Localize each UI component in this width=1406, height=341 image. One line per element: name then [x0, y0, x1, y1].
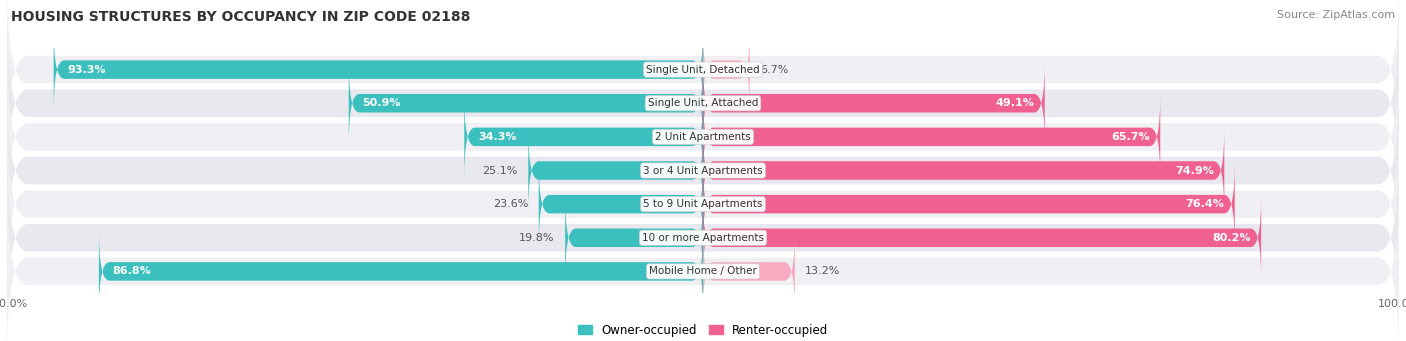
Text: Source: ZipAtlas.com: Source: ZipAtlas.com	[1277, 10, 1395, 20]
Text: 93.3%: 93.3%	[67, 64, 105, 75]
FancyBboxPatch shape	[703, 163, 1234, 245]
FancyBboxPatch shape	[7, 0, 1399, 157]
Text: Mobile Home / Other: Mobile Home / Other	[650, 266, 756, 277]
FancyBboxPatch shape	[703, 96, 1160, 178]
FancyBboxPatch shape	[565, 196, 703, 279]
Text: 34.3%: 34.3%	[478, 132, 516, 142]
FancyBboxPatch shape	[703, 28, 749, 111]
FancyBboxPatch shape	[538, 163, 703, 245]
Text: 65.7%: 65.7%	[1111, 132, 1150, 142]
Text: 49.1%: 49.1%	[995, 98, 1035, 108]
Text: 5 to 9 Unit Apartments: 5 to 9 Unit Apartments	[644, 199, 762, 209]
Text: 25.1%: 25.1%	[482, 165, 517, 176]
Text: 86.8%: 86.8%	[112, 266, 152, 277]
Text: 13.2%: 13.2%	[806, 266, 841, 277]
FancyBboxPatch shape	[464, 96, 703, 178]
FancyBboxPatch shape	[7, 16, 1399, 190]
Text: HOUSING STRUCTURES BY OCCUPANCY IN ZIP CODE 02188: HOUSING STRUCTURES BY OCCUPANCY IN ZIP C…	[11, 10, 471, 24]
Text: 2 Unit Apartments: 2 Unit Apartments	[655, 132, 751, 142]
Text: 6.7%: 6.7%	[761, 64, 789, 75]
FancyBboxPatch shape	[529, 129, 703, 212]
FancyBboxPatch shape	[703, 129, 1225, 212]
FancyBboxPatch shape	[7, 117, 1399, 291]
FancyBboxPatch shape	[349, 62, 703, 145]
FancyBboxPatch shape	[7, 184, 1399, 341]
FancyBboxPatch shape	[703, 62, 1045, 145]
Text: 19.8%: 19.8%	[519, 233, 555, 243]
FancyBboxPatch shape	[7, 50, 1399, 224]
FancyBboxPatch shape	[703, 196, 1261, 279]
FancyBboxPatch shape	[53, 28, 703, 111]
Text: Single Unit, Attached: Single Unit, Attached	[648, 98, 758, 108]
Legend: Owner-occupied, Renter-occupied: Owner-occupied, Renter-occupied	[572, 319, 834, 341]
FancyBboxPatch shape	[98, 230, 703, 313]
FancyBboxPatch shape	[7, 84, 1399, 257]
Text: Single Unit, Detached: Single Unit, Detached	[647, 64, 759, 75]
FancyBboxPatch shape	[7, 151, 1399, 325]
Text: 76.4%: 76.4%	[1185, 199, 1225, 209]
Text: 80.2%: 80.2%	[1212, 233, 1251, 243]
Text: 74.9%: 74.9%	[1175, 165, 1213, 176]
Text: 3 or 4 Unit Apartments: 3 or 4 Unit Apartments	[643, 165, 763, 176]
Text: 50.9%: 50.9%	[363, 98, 401, 108]
Text: 10 or more Apartments: 10 or more Apartments	[643, 233, 763, 243]
Text: 23.6%: 23.6%	[494, 199, 529, 209]
FancyBboxPatch shape	[703, 230, 794, 313]
